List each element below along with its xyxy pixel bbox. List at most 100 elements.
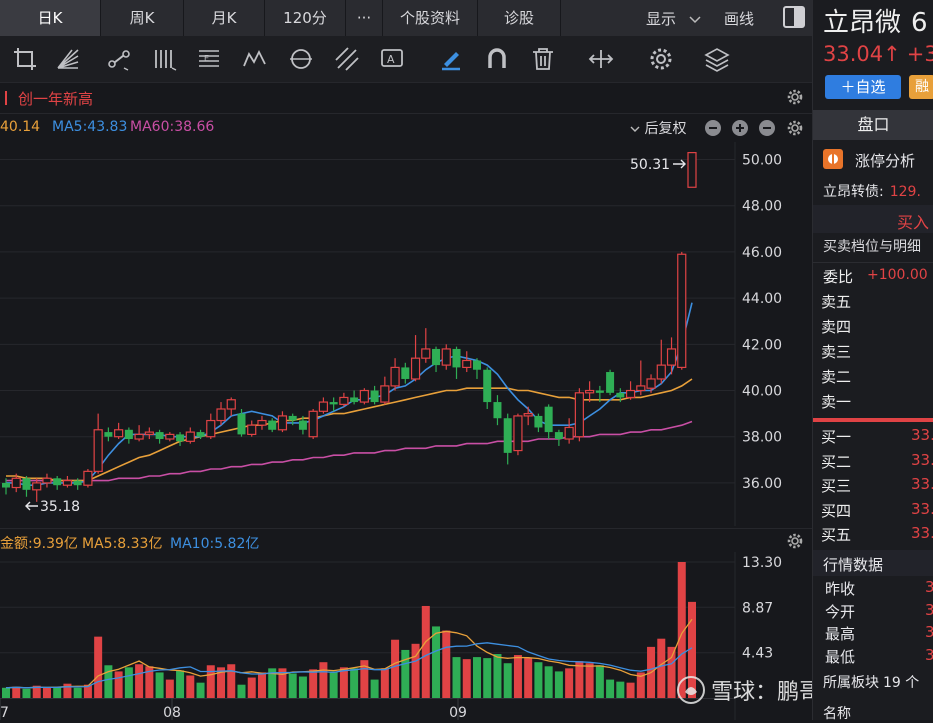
candle-body [2, 482, 10, 488]
trend-line-icon[interactable] [104, 44, 134, 74]
orderbook-row[interactable]: 买二 33. [813, 449, 933, 474]
parallel-lines-icon[interactable] [332, 44, 362, 74]
quote-value: 3 [925, 623, 933, 641]
candle [359, 388, 369, 405]
volume-bar [247, 677, 256, 698]
tab-daily-k[interactable]: 日K [0, 0, 101, 36]
pen-icon[interactable] [436, 44, 466, 74]
collapse-icon[interactable] [758, 119, 776, 137]
candle-body [574, 392, 584, 438]
orderbook-level-value: 33. [911, 499, 933, 518]
candle-body [93, 429, 103, 472]
volume-bar [462, 659, 471, 698]
tab-weekly-k[interactable]: 周K [101, 0, 184, 36]
magnet-icon[interactable] [482, 44, 512, 74]
volume-bar [513, 655, 522, 698]
ma-legend-row: 40.14 MA5:43.83 MA60:38.66 后复权 [0, 114, 812, 142]
tab-120min[interactable]: 120分 [265, 0, 346, 36]
stock-code-partial: 6 [911, 8, 928, 38]
text-lines-icon[interactable]: E [194, 44, 224, 74]
orderbook-level-value: 33. [911, 524, 933, 542]
volume-bar [257, 672, 266, 698]
amount-value: 金额:9.39亿 [0, 536, 78, 552]
adjust-dropdown[interactable]: 后复权 [630, 118, 686, 138]
crop-rect-icon[interactable] [10, 44, 40, 74]
candle [483, 367, 492, 409]
convertible-bond[interactable]: 立昂转债: 129. [823, 181, 921, 201]
candle-body [616, 392, 625, 398]
volume-bar [503, 663, 512, 698]
trash-icon[interactable] [528, 44, 558, 74]
wave-pattern-icon[interactable] [240, 44, 270, 74]
candle [237, 408, 246, 437]
display-menu-button[interactable]: 显示 [646, 8, 701, 29]
chevron-down-icon [630, 121, 640, 137]
candle-body [185, 431, 195, 442]
orderbook-row[interactable]: 卖一 [813, 389, 933, 414]
volume-bar [217, 667, 226, 698]
candle-body [554, 432, 563, 440]
draw-line-button[interactable]: 画线 [724, 10, 755, 28]
settings-gear-icon[interactable] [786, 88, 804, 106]
volume-bar [278, 668, 287, 698]
tab-orderbook[interactable]: 盘口 [813, 110, 933, 140]
quote-data-header: 行情数据 [813, 550, 933, 576]
cycle-icon[interactable] [286, 44, 316, 74]
move-horizontal-icon[interactable] [586, 44, 616, 74]
ratio-row: 委比 +100.00 [813, 262, 933, 289]
volume-bar [606, 679, 615, 698]
tab-stock-profile[interactable]: 个股资料 [383, 0, 478, 36]
candlestick-chart[interactable]: 50.00 48.00 46.00 44.00 42.00 40.00 38.00 36.00… [0, 142, 812, 526]
price-change: +3 [906, 42, 933, 66]
orderbook-row[interactable]: 卖二 [813, 364, 933, 389]
high-arrow-icon [673, 159, 686, 169]
orderbook-row[interactable]: 买四 33. [813, 498, 933, 523]
orderbook-row[interactable]: 买五 33. [813, 522, 933, 547]
quote-data-title: 行情数据 [823, 556, 884, 574]
svg-text:E: E [204, 54, 209, 63]
settings-gear-icon[interactable] [786, 119, 804, 137]
candle-body [359, 389, 369, 403]
fan-lines-icon[interactable] [52, 44, 82, 74]
quote-row: 最低 3 [813, 645, 933, 667]
candle [226, 397, 236, 416]
orderbook-row[interactable]: 卖四 [813, 314, 933, 339]
settings-gear-icon[interactable] [646, 44, 676, 74]
zoom-out-icon[interactable] [704, 119, 722, 137]
limitup-analysis-link[interactable]: 涨停分析 [855, 152, 916, 170]
quote-row: 昨收 3 [813, 577, 933, 599]
ratio-label: 委比 [823, 268, 854, 286]
candle-body [155, 432, 164, 440]
quote-value: 3 [925, 645, 933, 664]
tab-monthly-k[interactable]: 月K [184, 0, 265, 36]
add-watchlist-button[interactable]: ＋自选 [825, 75, 901, 99]
buy-header: 买入 [813, 205, 933, 233]
sector-row[interactable]: 所属板块 19 个 [823, 672, 919, 692]
layers-icon[interactable] [702, 44, 732, 74]
tab-diagnosis[interactable]: 诊股 [478, 0, 561, 36]
annotation-icon[interactable]: A [378, 44, 408, 74]
candle [277, 411, 288, 433]
orderbook-row[interactable]: 卖五 [813, 289, 933, 314]
candle [32, 478, 42, 502]
volume-bar [42, 687, 51, 698]
price-text: 33.04↑ [823, 42, 901, 66]
volume-chart[interactable]: 13.30 8.87 4.43 7 08 09 [0, 552, 812, 720]
candle [339, 392, 349, 407]
candle-body [124, 429, 133, 440]
orderbook-row[interactable]: 卖三 [813, 339, 933, 364]
settings-gear-icon[interactable] [786, 532, 804, 550]
volume-bar [452, 657, 461, 698]
tab-more[interactable]: ··· [346, 0, 383, 36]
candle [247, 420, 257, 437]
orderbook-row[interactable]: 买一 33. [813, 424, 933, 449]
zoom-in-icon[interactable] [731, 119, 749, 137]
vertical-lines-icon[interactable] [150, 44, 180, 74]
candle [114, 422, 124, 440]
volume-bar [411, 643, 420, 698]
sidebar-toggle-icon[interactable] [782, 5, 806, 29]
event-row: 创一年新高 [0, 83, 812, 114]
candle-body [452, 348, 461, 368]
orderbook-row[interactable]: 买三 33. [813, 473, 933, 498]
candle [401, 362, 410, 384]
